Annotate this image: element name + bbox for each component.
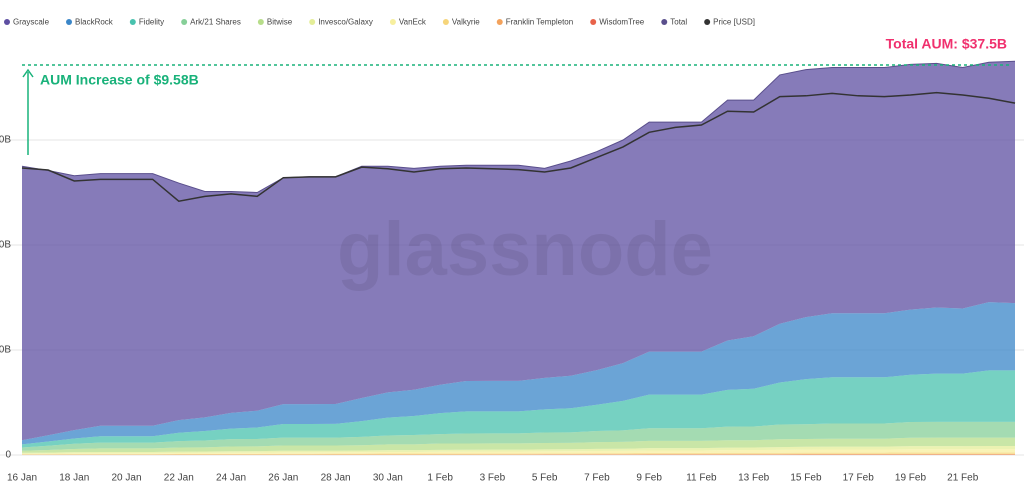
legend-marker <box>66 19 73 25</box>
price-line <box>21 91 1016 203</box>
area <box>22 445 1015 454</box>
x-tick-label: 21 Feb <box>947 473 979 484</box>
y-tick-label: 10B <box>0 345 11 356</box>
x-tick-label: 15 Feb <box>790 473 822 484</box>
legend: Grayscale BlackRock Fidelity Ark/21 Shares B… <box>4 18 755 27</box>
x-tick-label: 28 Jan <box>321 473 351 484</box>
lines <box>21 60 1016 203</box>
legend-label: Franklin Templeton <box>506 18 573 27</box>
legend-label: Total <box>670 18 687 27</box>
x-tick-label: 24 Jan <box>216 473 246 484</box>
total-line <box>21 60 1016 194</box>
x-tick-label: 17 Feb <box>843 473 875 484</box>
x-tick-label: 5 Feb <box>532 473 558 484</box>
x-tick-label: 7 Feb <box>584 473 610 484</box>
x-tick-label: 13 Feb <box>738 473 770 484</box>
legend-label: VanEck <box>399 18 427 27</box>
area <box>22 421 1015 451</box>
area <box>22 61 1015 441</box>
x-tick-label: 30 Jan <box>373 473 403 484</box>
legend-label: Price [USD] <box>713 18 755 27</box>
arrow-head <box>22 68 34 78</box>
x-tick-label: 20 Jan <box>112 473 142 484</box>
area <box>22 453 1015 455</box>
area <box>22 449 1015 455</box>
legend-marker <box>181 19 188 25</box>
legend-marker <box>4 19 10 25</box>
legend-marker <box>704 19 711 25</box>
x-tick-label: 11 Feb <box>686 473 717 484</box>
legend-label: WisdomTree <box>599 18 645 27</box>
x-tick-label: 26 Jan <box>268 473 298 484</box>
legend-marker <box>257 19 264 25</box>
legend-label: Ark/21 Shares <box>190 18 241 27</box>
legend-label: Invesco/Galaxy <box>318 18 373 27</box>
x-tick-label: 22 Jan <box>164 473 194 484</box>
legend-label: Valkyrie <box>452 18 480 27</box>
x-tick-label: 3 Feb <box>480 473 506 484</box>
legend-label: BlackRock <box>75 18 114 27</box>
total-annotation: Total AUM: $37.5B <box>886 36 1007 52</box>
area <box>22 302 1015 445</box>
increase-annotation: AUM Increase of $9.58B <box>40 72 199 88</box>
legend-label: Bitwise <box>267 18 293 27</box>
x-tick-label: 1 Feb <box>427 473 453 484</box>
y-tick-label: 0 <box>5 450 11 461</box>
x-tick-label: 19 Feb <box>895 473 927 484</box>
y-tick-label: 20B <box>0 240 11 251</box>
legend-marker <box>590 19 597 25</box>
area <box>22 452 1015 455</box>
legend-marker <box>661 19 668 25</box>
x-tick-label: 9 Feb <box>636 473 662 484</box>
legend-label: Grayscale <box>13 18 50 27</box>
area <box>22 370 1015 448</box>
x-tick-label: 18 Jan <box>59 473 89 484</box>
area <box>22 437 1015 453</box>
legend-label: Fidelity <box>139 18 164 27</box>
watermark: glassnode <box>337 207 713 292</box>
legend-marker <box>389 19 396 25</box>
legend-marker <box>309 19 316 25</box>
y-tick-label: 30B <box>0 135 11 146</box>
x-tick-label: 16 Jan <box>7 473 37 484</box>
legend-marker <box>129 19 136 25</box>
legend-marker <box>442 19 449 25</box>
axes: 0 10B 20B 30B 16 Jan 18 Jan 20 Jan 22 Jan 24 Jan… <box>0 135 979 484</box>
legend-marker <box>496 19 503 25</box>
areas <box>22 61 1015 455</box>
